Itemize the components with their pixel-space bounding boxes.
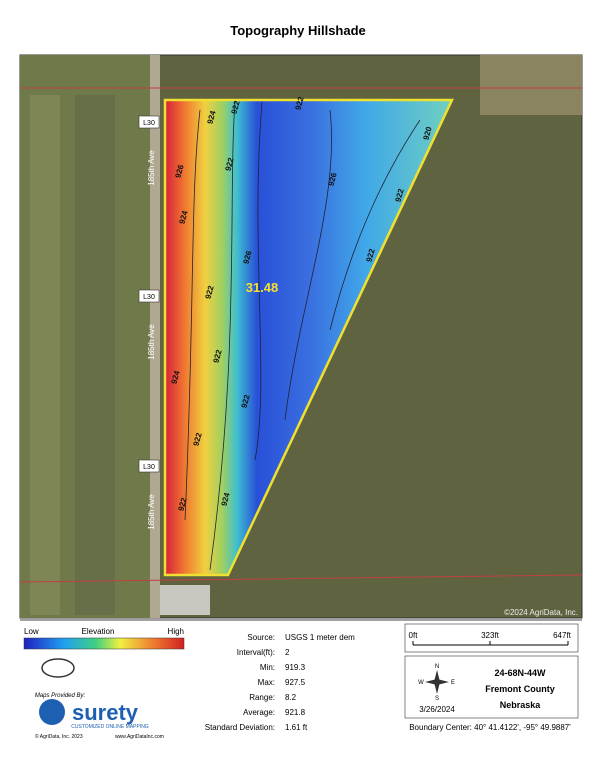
info-box: [404, 655, 579, 719]
compass-ew: [425, 679, 449, 685]
contour-label: 922: [212, 348, 224, 364]
contour-label: 924: [220, 491, 232, 507]
contour-label: 922: [224, 156, 236, 172]
field-ne: [480, 55, 582, 115]
acres: 31.48: [246, 280, 279, 295]
contour-label: 926: [327, 171, 339, 187]
stat-label: Average:: [243, 708, 275, 717]
surety-globe: [39, 699, 65, 725]
field-elevation: [163, 98, 454, 577]
township: 24-68N-44W: [494, 668, 546, 678]
partner-logo: [41, 658, 75, 678]
boundary-line: [19, 574, 583, 583]
tagline: CUSTOMIZED ONLINE MAPPING: [71, 724, 149, 730]
stat-label: Min:: [260, 663, 275, 672]
compass-e: E: [451, 680, 455, 686]
compass: N E W S 3/26/2024: [418, 664, 455, 714]
stat-label: Source:: [247, 633, 275, 642]
stat-label: Standard Deviation:: [205, 723, 275, 732]
strip: [75, 95, 115, 615]
road-shield: [138, 459, 160, 473]
contour-label: 926: [174, 163, 186, 179]
stats: Source: USGS 1 meter dem Interval(ft): 2 Min…: [205, 633, 355, 732]
stat-value: 919.3: [285, 663, 306, 672]
state: Nebraska: [500, 700, 542, 710]
website: www.AgriDataInc.com: [115, 734, 164, 740]
contour-label: 922: [394, 187, 406, 203]
road-label: L30: [143, 294, 155, 301]
compass-w: W: [418, 680, 424, 686]
brand: surety: [72, 700, 139, 725]
contour-labels: 922 922 924 926 924 922 926 922 922 922 924 922 926 9…: [170, 95, 434, 512]
map-copyright: ©2024 AgriData, Inc.: [504, 608, 578, 617]
legend-title: Elevation: [82, 627, 115, 636]
county: Fremont County: [485, 684, 555, 694]
legend-low: Low: [24, 627, 39, 636]
strip: [30, 95, 60, 615]
stat-value: 8.2: [285, 693, 297, 702]
road: [150, 55, 160, 618]
scale-label: 647ft: [553, 631, 572, 640]
street-label: 185th Ave: [147, 150, 156, 186]
road-labels: L30 185th Ave L30 185th Ave L30 185th Ave: [138, 115, 160, 530]
street-label: 185th Ave: [147, 494, 156, 530]
stat-value: 927.5: [285, 678, 306, 687]
compass-n: N: [435, 664, 439, 670]
date: 3/26/2024: [419, 705, 455, 714]
contour-label: 926: [242, 249, 254, 265]
stat-value: 921.8: [285, 708, 306, 717]
legend-high: High: [168, 627, 184, 636]
contour-label: 922: [365, 247, 377, 263]
contour-label: 922: [240, 393, 252, 409]
scale-box: [404, 623, 579, 653]
road-shield: [138, 115, 160, 129]
stat-value: USGS 1 meter dem: [285, 633, 355, 642]
scale-bar: 0ft 323ft 647ft: [404, 623, 579, 653]
contour-label: 924: [206, 109, 218, 125]
street-label: 185th Ave: [147, 324, 156, 360]
scale-label: 0ft: [409, 631, 419, 640]
stat-label: Interval(ft):: [237, 648, 275, 657]
buildings: [160, 585, 210, 615]
branding: Maps Provided By: surety CUSTOMIZED ONLI…: [35, 658, 164, 740]
stat-label: Max:: [258, 678, 275, 687]
contour-label: 922: [177, 496, 189, 512]
contour-label: 920: [422, 125, 434, 141]
contour-label: 922: [230, 99, 242, 115]
contour-label: 924: [178, 209, 190, 225]
contour-lines: [184, 101, 421, 571]
contour-label: 922: [294, 95, 306, 111]
stat-value: 2: [285, 648, 290, 657]
contour-label: 922: [192, 431, 204, 447]
maps-by: Maps Provided By:: [35, 693, 86, 699]
stat-label: Range:: [249, 693, 275, 702]
stat-value: 1.61 ft: [285, 723, 308, 732]
contour-label: 922: [204, 284, 216, 300]
road-label: L30: [143, 120, 155, 127]
boundary-center: Boundary Center: 40° 41.4122', -95° 49.9…: [409, 723, 571, 732]
road-label: L30: [143, 464, 155, 471]
title: Topography Hillshade: [230, 23, 366, 38]
aerial-map: 922 922 924 926 924 922 926 922 922 922 924 922 926 9…: [19, 54, 583, 619]
scale-label: 323ft: [481, 631, 500, 640]
road-shield: [138, 289, 160, 303]
legend-bar: [23, 637, 185, 650]
brand-copyright: © AgriData, Inc. 2023: [35, 733, 83, 740]
compass-s: S: [435, 696, 439, 702]
contour-label: 924: [170, 369, 182, 385]
